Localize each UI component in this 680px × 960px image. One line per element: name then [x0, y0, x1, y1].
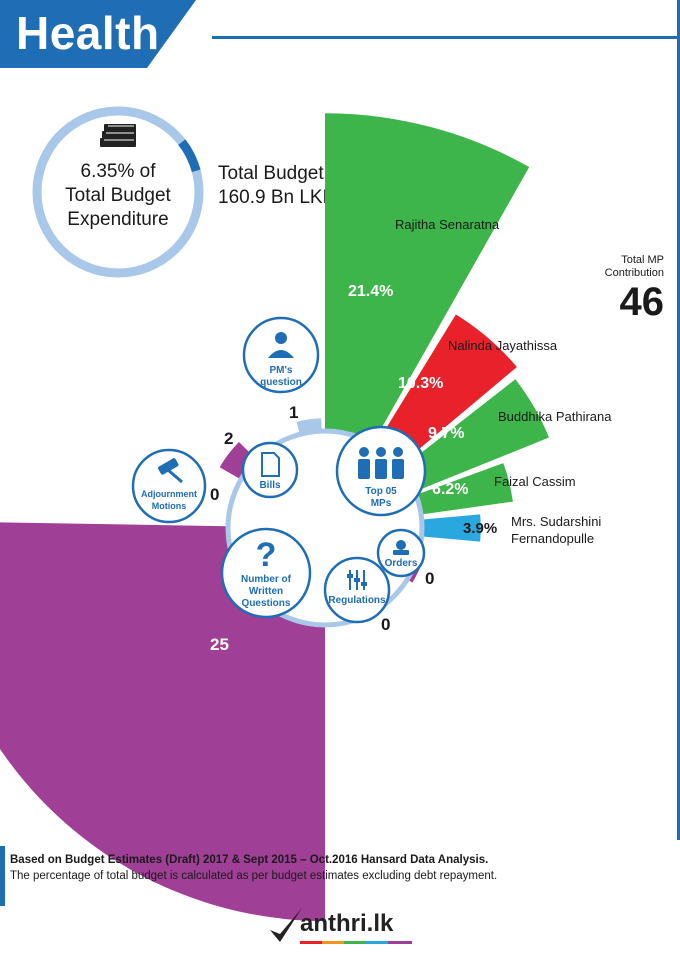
mp-name-label: Buddhika Pathirana — [498, 409, 612, 424]
activity-value-label: 1 — [289, 403, 298, 422]
footer-accent — [0, 846, 5, 906]
written-questions-bubble — [220, 527, 312, 619]
activity-bar — [219, 442, 256, 479]
mp-bar — [376, 314, 517, 466]
mp-value-label: 9.7% — [428, 425, 464, 442]
top-mps-label: MPs — [371, 498, 392, 509]
person-icon — [275, 332, 287, 344]
people-icon — [392, 459, 404, 479]
mp-bar — [417, 463, 513, 515]
orders-label: Orders — [385, 558, 418, 569]
people-icon — [359, 447, 369, 457]
gavel-icon — [158, 458, 179, 475]
gavel-icon — [167, 468, 183, 484]
mp-name-label: Mrs. Sudarshini — [511, 514, 601, 529]
total-mp-label: Total MP Contribution — [605, 254, 664, 280]
pm-question-label: PM's — [270, 365, 293, 376]
question-icon: ? — [256, 536, 277, 574]
activity-value-label: 2 — [224, 429, 233, 448]
budget-share-ring — [32, 106, 204, 278]
total-mp-label-line2: Contribution — [604, 267, 664, 279]
activity-value-label: 0 — [210, 485, 219, 504]
footer-line2: The percentage of total budget is calcul… — [10, 870, 498, 882]
people-icon — [376, 447, 386, 457]
person-icon — [268, 350, 294, 358]
footer-note: Based on Budget Estimates (Draft) 2017 &… — [10, 852, 497, 884]
chart-labels: 21.4% Rajitha Senaratna 10.3% Nalinda Jayat… — [210, 217, 612, 654]
adjournment-label: Adjournment — [141, 489, 197, 499]
budget-share-line3: Expenditure — [67, 209, 169, 230]
manthri-check-logo-icon — [270, 908, 302, 942]
logo-stripe — [300, 941, 412, 944]
mp-name-label: Faizal Cassim — [494, 474, 576, 489]
footer-line1-text: Based on Budget Estimates (Draft) 2017 &… — [10, 854, 489, 866]
header-rule — [212, 36, 680, 39]
sliders-icon — [354, 578, 360, 582]
activity-value-label: 25 — [210, 635, 229, 654]
mp-bar — [402, 379, 549, 492]
people-icon — [393, 447, 403, 457]
regulations-label: Regulations — [328, 595, 386, 606]
orders-icon — [396, 540, 406, 550]
mp-value-label: 6.2% — [432, 481, 468, 498]
sliders-icon — [347, 574, 353, 578]
mp-name-label: Nalinda Jayathissa — [448, 338, 558, 353]
activity-value-label: 0 — [381, 615, 390, 634]
mp-name-label: Fernandopulle — [511, 531, 594, 546]
written-questions-label: Questions — [242, 598, 291, 609]
activity-value-label: 0 — [425, 569, 434, 588]
people-icon — [375, 459, 387, 479]
mp-bar — [325, 113, 530, 443]
footer-line1: Based on Budget Estimates (Draft) 2017 &… — [10, 852, 497, 868]
manthri-logo-text: anthri.lk — [300, 910, 394, 937]
total-mp-label-line1: Total MP — [621, 254, 664, 266]
budget-ring-track — [32, 106, 204, 278]
sliders-icon — [361, 582, 367, 586]
total-mp-value: 46 — [619, 280, 665, 324]
chart-wedges — [0, 113, 549, 921]
budget-ring-share-arc — [178, 139, 201, 173]
top-mps-label: Top 05 — [365, 486, 397, 497]
adjournment-label: Motions — [152, 501, 187, 511]
activity-bar — [0, 522, 325, 921]
adjournment-bubble — [131, 448, 207, 524]
header-banner: Health — [0, 0, 196, 68]
right-border — [677, 0, 680, 840]
document-icon — [261, 452, 280, 477]
bills-bubble — [241, 441, 299, 499]
written-questions-label: Number of — [241, 574, 292, 585]
budget-share-line2: Total Budget — [65, 185, 171, 206]
total-allocation-value: 160.9 Bn LKR. — [218, 187, 342, 208]
people-icon — [358, 459, 370, 479]
mp-bar — [422, 514, 481, 542]
mp-name-label: Rajitha Senaratna — [395, 217, 500, 232]
page-title: Health — [16, 7, 160, 59]
orders-icon — [393, 550, 409, 555]
cash-stack-icon — [100, 124, 136, 147]
budget-share-line1: 6.35% of — [80, 161, 156, 182]
pm-question-label: question — [260, 377, 302, 388]
budget-share-text: 6.35% of Total Budget Expenditure — [48, 160, 188, 232]
mp-value-label: 10.3% — [398, 375, 443, 392]
mp-value-label: 3.9% — [463, 520, 497, 537]
bills-label: Bills — [259, 480, 281, 491]
mp-value-label: 21.4% — [348, 283, 393, 300]
written-questions-label: Written — [249, 586, 283, 597]
